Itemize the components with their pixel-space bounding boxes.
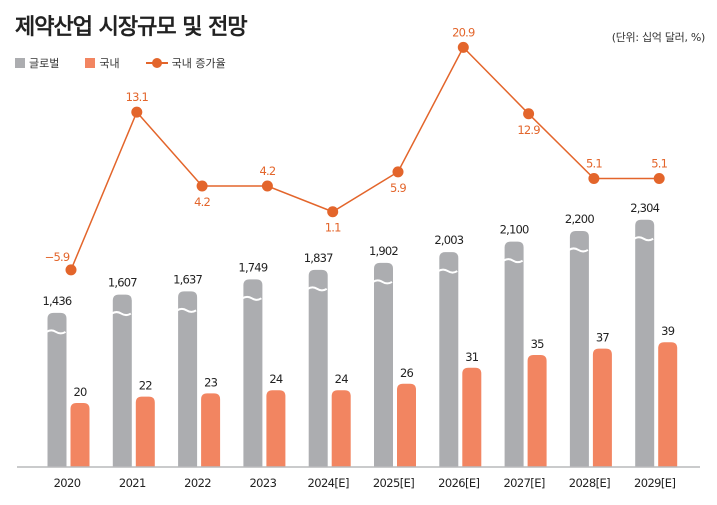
growth-point bbox=[588, 173, 600, 185]
global-swatch-icon bbox=[15, 58, 25, 68]
domestic-bar bbox=[592, 348, 612, 467]
global-bar bbox=[439, 252, 459, 467]
x-tick-label: 2021 bbox=[119, 476, 146, 490]
growth-point bbox=[653, 173, 665, 185]
chart-title: 제약산업 시장규모 및 전망 bbox=[15, 15, 248, 40]
domestic-bar bbox=[397, 383, 416, 467]
domestic-bar bbox=[658, 342, 678, 467]
growth-value-label: 4.2 bbox=[259, 164, 275, 178]
legend-label-growth: 국내 증가율 bbox=[171, 57, 226, 70]
global-value-label: 1,749 bbox=[238, 260, 267, 274]
growth-value-label: 12.9 bbox=[517, 123, 540, 137]
domestic-value-label: 39 bbox=[661, 324, 675, 338]
domestic-value-label: 22 bbox=[139, 379, 153, 393]
bars-layer bbox=[45, 219, 678, 467]
x-tick-label: 2026[E] bbox=[438, 476, 479, 490]
domestic-value-label: 31 bbox=[465, 350, 479, 364]
axis-break-wave-icon bbox=[111, 311, 132, 317]
legend-item-growth: 국내 증가율 bbox=[145, 55, 226, 71]
x-tick-label: 2022 bbox=[184, 476, 211, 490]
growth-point bbox=[327, 206, 339, 218]
global-value-label: 2,100 bbox=[500, 223, 529, 237]
legend-item-domestic: 국내 bbox=[85, 55, 120, 71]
domestic-bar bbox=[266, 390, 286, 467]
global-value-label: 2,200 bbox=[565, 212, 594, 226]
x-tick-label: 2025[E] bbox=[373, 476, 414, 490]
axis-break-wave-icon bbox=[568, 247, 589, 253]
domestic-value-label: 24 bbox=[269, 372, 283, 386]
legend-label-domestic: 국내 bbox=[99, 57, 120, 70]
x-tick-label: 2024[E] bbox=[308, 476, 349, 490]
domestic-swatch-icon bbox=[85, 58, 96, 68]
domestic-bar bbox=[201, 393, 221, 467]
axis-break-wave-icon bbox=[241, 295, 262, 301]
growth-point bbox=[392, 166, 404, 178]
growth-point bbox=[65, 264, 77, 276]
axis-break-wave-icon bbox=[437, 268, 458, 274]
growth-value-label: 1.1 bbox=[325, 221, 341, 235]
x-tick-label: 2020 bbox=[54, 476, 81, 490]
global-bar bbox=[569, 230, 589, 467]
growth-line-swatch-icon bbox=[145, 58, 168, 68]
domestic-bar bbox=[70, 403, 90, 467]
domestic-value-label: 23 bbox=[204, 375, 218, 389]
growth-value-label: 13.1 bbox=[126, 90, 149, 104]
growth-value-label: −5.9 bbox=[45, 250, 70, 264]
global-value-label: 1,837 bbox=[304, 251, 333, 265]
legend-label-global: 글로벌 bbox=[29, 57, 60, 70]
growth-point bbox=[523, 108, 535, 120]
global-value-label: 1,607 bbox=[108, 276, 137, 290]
x-tick-label: 2029[E] bbox=[634, 476, 675, 490]
global-bar bbox=[178, 291, 198, 467]
x-tick-label: 2027[E] bbox=[503, 476, 544, 490]
global-bar bbox=[47, 312, 67, 467]
growth-value-label: 5.9 bbox=[390, 181, 406, 195]
growth-line-layer bbox=[65, 41, 665, 276]
domestic-value-label: 35 bbox=[531, 337, 545, 351]
axis-break-wave-icon bbox=[45, 329, 67, 335]
global-value-label: 2,003 bbox=[434, 233, 463, 247]
axis-break-wave-icon bbox=[372, 279, 393, 285]
growth-value-label: 5.1 bbox=[586, 157, 602, 171]
x-tick-label: 2028[E] bbox=[569, 476, 610, 490]
growth-value-label: 20.9 bbox=[452, 25, 475, 39]
axis-break-wave-icon bbox=[307, 286, 328, 292]
domestic-bar bbox=[331, 390, 351, 467]
global-bar bbox=[635, 219, 655, 467]
global-value-label: 1,637 bbox=[173, 272, 202, 286]
growth-line bbox=[70, 46, 660, 271]
growth-point bbox=[261, 180, 273, 192]
axis-break-wave-icon bbox=[503, 258, 524, 264]
domestic-bar bbox=[462, 367, 482, 467]
global-bar bbox=[374, 262, 393, 467]
domestic-bar bbox=[527, 355, 547, 467]
x-tick-label: 2023 bbox=[249, 476, 276, 490]
growth-point bbox=[457, 41, 469, 53]
global-bar bbox=[308, 269, 328, 467]
global-bar bbox=[504, 241, 524, 467]
unit-note: (단위: 십억 달러, %) bbox=[611, 31, 706, 44]
domestic-bar bbox=[135, 396, 155, 467]
global-value-label: 1,902 bbox=[369, 244, 398, 258]
growth-point bbox=[131, 106, 143, 118]
domestic-value-label: 24 bbox=[335, 372, 349, 386]
growth-value-label: 4.2 bbox=[194, 195, 210, 209]
global-value-label: 1,436 bbox=[43, 294, 72, 308]
labels-layer: 1,4362020201,6072220211,6372320221,74924… bbox=[43, 25, 677, 490]
global-bar bbox=[243, 279, 263, 467]
domestic-value-label: 37 bbox=[596, 331, 610, 345]
global-value-label: 2,304 bbox=[630, 201, 659, 215]
growth-value-label: 5.1 bbox=[651, 157, 667, 171]
growth-point bbox=[196, 180, 208, 192]
axis-break-wave-icon bbox=[633, 236, 654, 242]
legend: 글로벌 국내 국내 증가율 bbox=[15, 55, 252, 71]
axis-break-wave-icon bbox=[176, 307, 197, 313]
legend-item-global: 글로벌 bbox=[15, 55, 59, 71]
global-bar bbox=[112, 294, 132, 467]
domestic-value-label: 20 bbox=[73, 385, 87, 399]
domestic-value-label: 26 bbox=[400, 366, 414, 380]
